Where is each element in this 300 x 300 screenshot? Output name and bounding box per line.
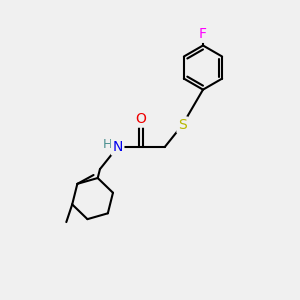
Text: S: S [178,118,187,132]
Text: N: N [112,140,123,154]
Text: H: H [103,138,112,151]
Text: F: F [199,27,207,41]
Text: O: O [136,112,147,126]
